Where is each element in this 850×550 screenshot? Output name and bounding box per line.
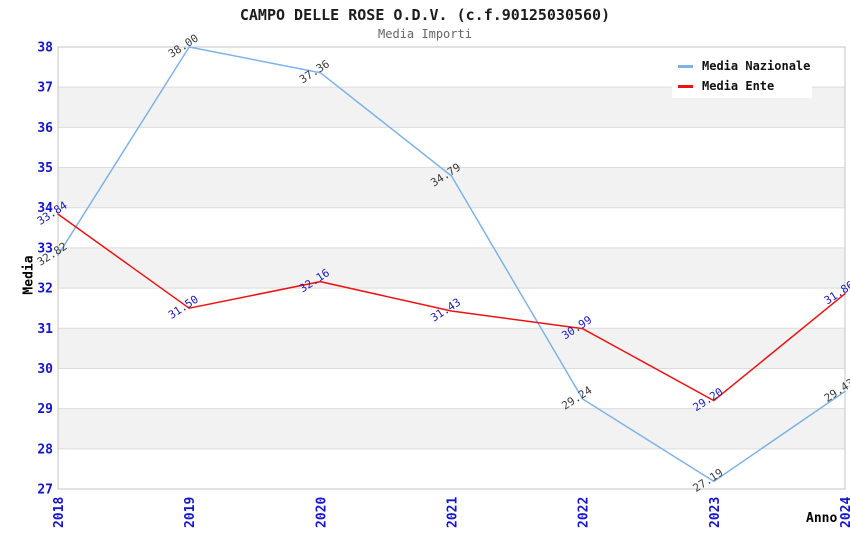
- y-tick-label: 34: [37, 201, 53, 216]
- plot-border: [57, 46, 846, 490]
- data-label-media-nazionale: 37.36: [297, 57, 332, 86]
- y-tick-label: 27: [37, 483, 53, 498]
- x-tick-label: 2024: [839, 497, 850, 528]
- y-tick-label: 32: [37, 282, 53, 297]
- x-axis-title: Anno: [806, 511, 838, 526]
- legend-line-swatch-ente-icon: [678, 84, 693, 88]
- background-band: [58, 167, 845, 208]
- y-tick-label: 38: [37, 41, 53, 56]
- background-band: [58, 408, 845, 449]
- legend-line-swatch-nazionale-icon: [678, 64, 693, 68]
- x-tick-label: 2023: [708, 497, 723, 528]
- x-tick-label: 2019: [183, 497, 198, 528]
- background-band: [58, 328, 845, 369]
- data-label-media-nazionale: 29.43: [822, 376, 850, 405]
- x-tick-label: 2018: [52, 497, 67, 528]
- y-tick-label: 37: [37, 81, 53, 96]
- series-line-media-ente: [57, 213, 846, 402]
- y-tick-label: 29: [37, 402, 53, 417]
- legend-item-media-nazionale: Media Nazionale: [678, 56, 812, 76]
- x-tick-label: 2021: [446, 497, 461, 528]
- y-tick-label: 36: [37, 121, 53, 136]
- x-tick-label: 2020: [314, 497, 329, 528]
- x-tick-label: 2022: [577, 497, 592, 528]
- legend-label-media-ente: Media Ente: [702, 79, 775, 93]
- legend: Media Nazionale Media Ente: [672, 48, 812, 98]
- y-tick-label: 28: [37, 442, 53, 457]
- legend-item-media-ente: Media Ente: [678, 76, 812, 96]
- y-axis-title: Media: [21, 255, 37, 295]
- y-tick-label: 31: [37, 322, 53, 337]
- y-tick-label: 33: [37, 241, 53, 256]
- chart-title: CAMPO DELLE ROSE O.D.V. (c.f.90125030560…: [239, 6, 611, 24]
- legend-label-media-nazionale: Media Nazionale: [702, 59, 811, 73]
- series-line-media-nazionale: [57, 46, 846, 483]
- data-label-media-ente: 31.43: [428, 296, 463, 325]
- background-band: [58, 247, 845, 289]
- y-tick-label: 30: [37, 362, 53, 377]
- y-tick-label: 35: [37, 161, 53, 176]
- chart-subtitle: Media Importi: [378, 27, 472, 41]
